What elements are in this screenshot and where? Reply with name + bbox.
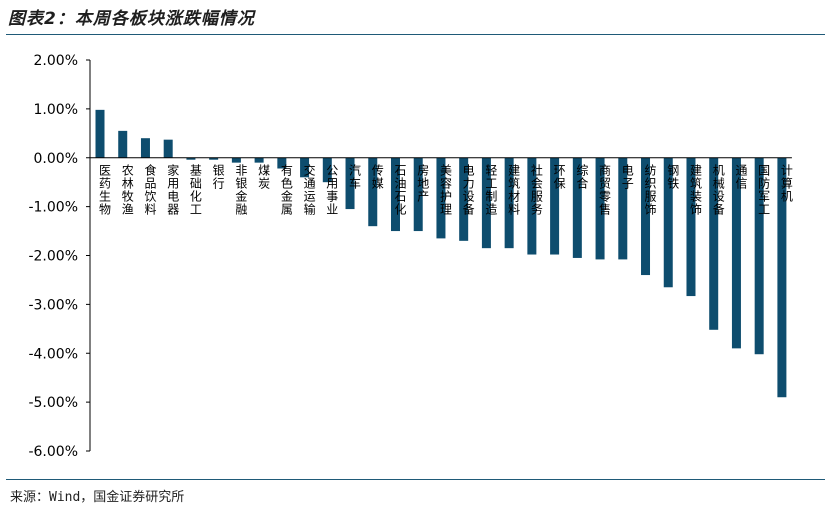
bar xyxy=(368,157,378,227)
bar xyxy=(140,138,150,158)
bar xyxy=(663,157,673,288)
title-rule xyxy=(6,34,825,35)
category-label: 钢铁 xyxy=(666,163,680,189)
bar xyxy=(277,157,287,169)
category-label: 综合 xyxy=(575,163,589,189)
category-label: 轻工制造 xyxy=(484,163,498,215)
category-label: 建筑材料 xyxy=(507,163,521,215)
category-label: 家用电器 xyxy=(166,162,180,215)
source-rule xyxy=(6,479,825,480)
category-label: 非银金融 xyxy=(234,163,248,215)
bar xyxy=(504,157,514,249)
y-tick-label: -3.00% xyxy=(28,297,78,313)
category-label: 石油石化 xyxy=(393,164,407,216)
category-label: 建筑装饰 xyxy=(688,163,702,215)
category-label: 有色金属 xyxy=(279,163,293,215)
bar xyxy=(300,157,310,178)
category-label: 通信 xyxy=(734,163,748,189)
y-tick-label: 2.00% xyxy=(34,53,78,69)
bar xyxy=(231,157,241,163)
bar xyxy=(709,157,719,330)
bar-chart: 2.00% 1.00% 0.00% -1.00% -2.00% -3.00% -4.00% -… xyxy=(28,53,793,460)
category-label: 基础化工 xyxy=(188,163,202,215)
y-tick-label: -4.00% xyxy=(28,346,78,362)
bar xyxy=(618,157,628,260)
category-label: 银行 xyxy=(211,163,225,189)
category-label: 国防军工 xyxy=(757,164,771,216)
category-label: 环保 xyxy=(552,164,566,190)
category-label: 电力设备 xyxy=(461,163,475,215)
y-tick-label: -5.00% xyxy=(28,395,78,411)
bar xyxy=(345,157,355,210)
category-label: 农林牧渔 xyxy=(120,163,134,215)
bar xyxy=(459,157,469,241)
bar xyxy=(163,139,173,158)
y-tick-label: -2.00% xyxy=(28,249,78,265)
bar xyxy=(118,130,128,158)
category-label: 机械设备 xyxy=(711,163,725,215)
category-label: 电子 xyxy=(620,163,634,189)
bar xyxy=(550,157,560,255)
bar xyxy=(481,157,491,249)
bar xyxy=(754,157,764,355)
source-note: 来源：Wind，国金证券研究所 xyxy=(10,490,185,505)
category-label: 医药生物 xyxy=(98,164,112,216)
y-tick-label: -1.00% xyxy=(28,200,78,216)
bar xyxy=(686,157,696,297)
bar xyxy=(413,157,423,232)
category-label: 纺织服饰 xyxy=(643,163,657,215)
category-label: 美容护理 xyxy=(438,163,452,215)
bar xyxy=(186,157,196,160)
bar xyxy=(254,157,264,163)
bar xyxy=(527,157,537,255)
category-label: 煤炭 xyxy=(257,163,271,189)
bar xyxy=(595,157,605,260)
category-label: 计算机 xyxy=(779,163,793,202)
figure-title: 图表2：本周各板块涨跌幅情况 xyxy=(8,9,255,29)
bar xyxy=(390,157,400,232)
bar xyxy=(777,157,787,398)
bar xyxy=(731,157,741,349)
bar xyxy=(322,157,332,183)
y-tick-label: 1.00% xyxy=(34,102,78,118)
category-label: 食品饮料 xyxy=(143,162,157,215)
category-label: 商贸零售 xyxy=(598,162,612,215)
category-label: 社会服务 xyxy=(529,162,543,215)
category-label: 交通运输 xyxy=(302,162,316,215)
category-label: 房地产 xyxy=(416,162,430,202)
category-label: 传媒 xyxy=(370,162,384,189)
bar xyxy=(572,157,582,258)
y-tick-label: 0.00% xyxy=(34,151,78,167)
bar xyxy=(95,109,105,158)
bar xyxy=(641,157,651,276)
bar xyxy=(209,157,219,160)
category-label: 汽车 xyxy=(348,162,362,189)
category-label: 公用事业 xyxy=(325,164,339,216)
bar xyxy=(436,157,446,239)
y-tick-label: -6.00% xyxy=(28,444,78,460)
